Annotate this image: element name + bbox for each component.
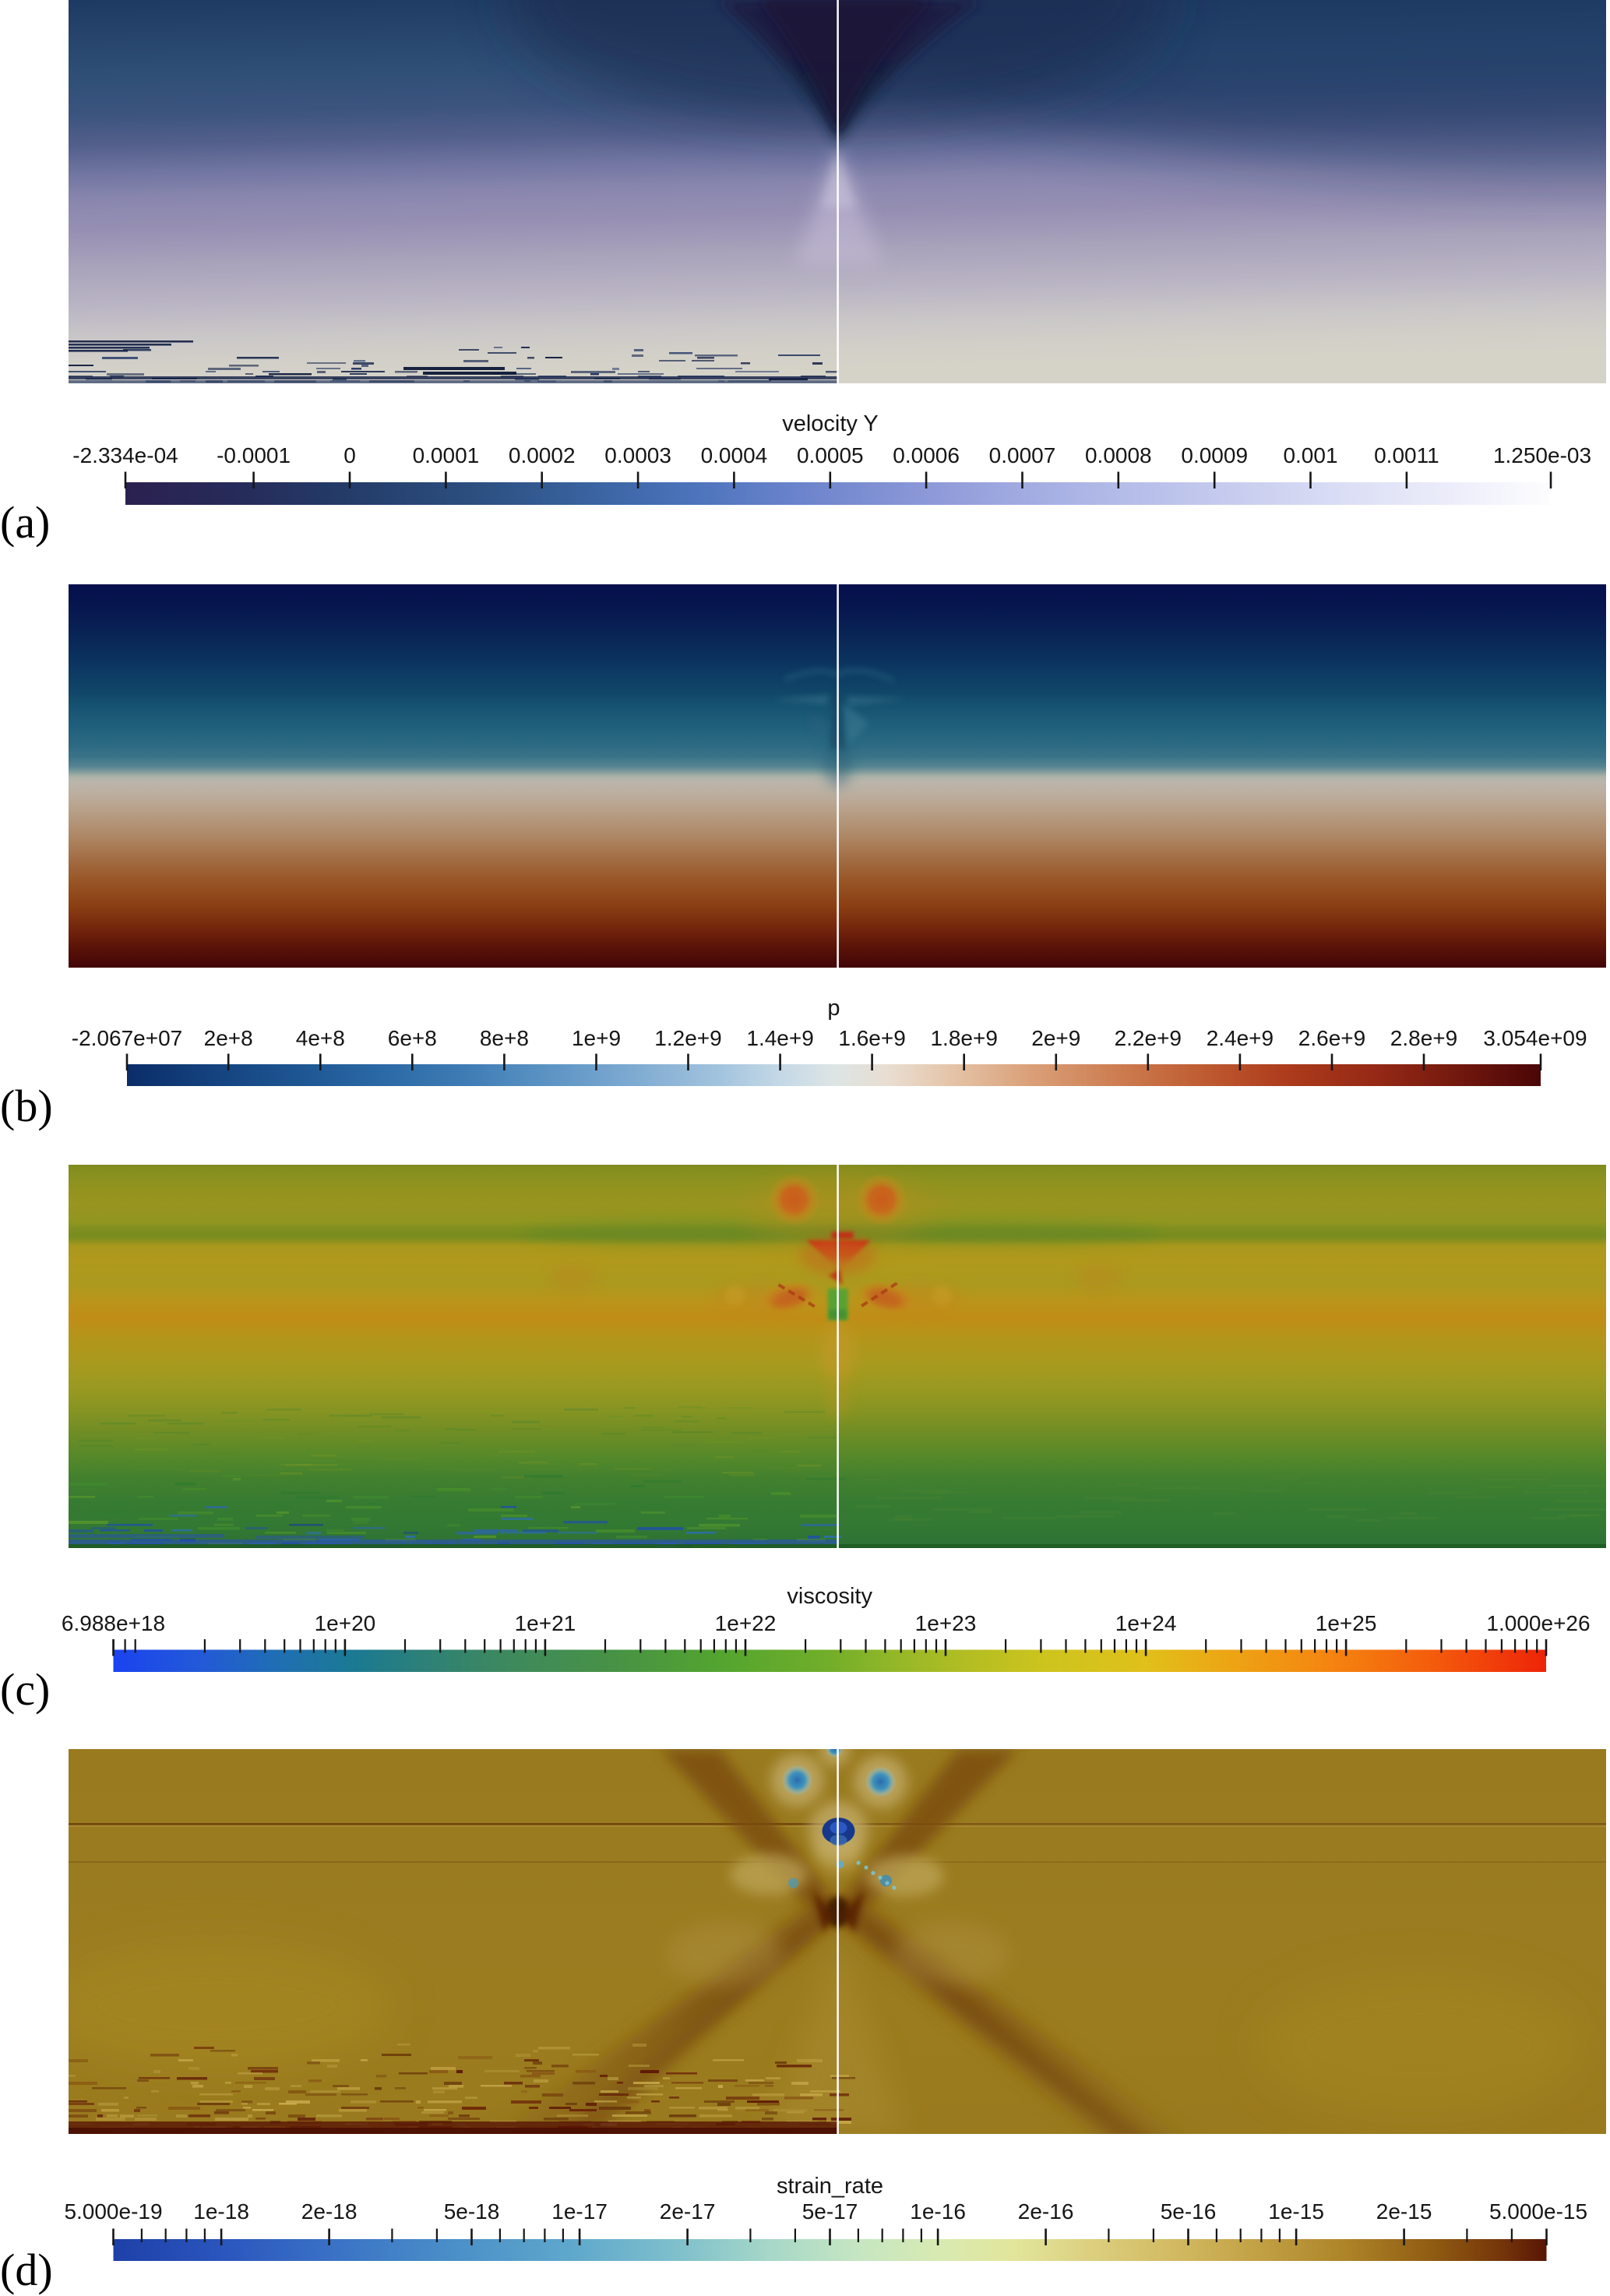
svg-text:viscosity: viscosity <box>787 1584 872 1609</box>
svg-text:2.4e+9: 2.4e+9 <box>1207 1026 1274 1050</box>
svg-text:2.8e+9: 2.8e+9 <box>1390 1026 1457 1050</box>
svg-text:1e+24: 1e+24 <box>1115 1611 1177 1635</box>
svg-text:1e-18: 1e-18 <box>193 2199 249 2224</box>
svg-text:0.0011: 0.0011 <box>1374 443 1439 467</box>
svg-text:5.000e-15: 5.000e-15 <box>1489 2199 1587 2224</box>
svg-text:1e+21: 1e+21 <box>515 1611 576 1635</box>
svg-text:strain_rate: strain_rate <box>777 2174 883 2199</box>
svg-text:5e-18: 5e-18 <box>444 2199 500 2224</box>
svg-text:5e-16: 5e-16 <box>1161 2199 1217 2224</box>
svg-text:8e+8: 8e+8 <box>480 1026 529 1050</box>
svg-text:1e+25: 1e+25 <box>1316 1611 1377 1635</box>
svg-text:(d): (d) <box>0 2245 53 2295</box>
svg-text:1e+22: 1e+22 <box>715 1611 777 1635</box>
svg-text:1e-16: 1e-16 <box>910 2199 966 2224</box>
svg-text:1.250e-03: 1.250e-03 <box>1493 443 1591 467</box>
svg-text:1.8e+9: 1.8e+9 <box>930 1026 997 1050</box>
svg-text:1e-17: 1e-17 <box>551 2199 608 2224</box>
svg-text:1.000e+26: 1.000e+26 <box>1486 1611 1590 1635</box>
svg-text:0.0003: 0.0003 <box>604 443 671 467</box>
svg-text:2.2e+9: 2.2e+9 <box>1115 1026 1182 1050</box>
svg-text:2e+8: 2e+8 <box>204 1026 253 1050</box>
svg-text:6e+8: 6e+8 <box>388 1026 437 1050</box>
svg-text:2e-18: 2e-18 <box>301 2199 358 2224</box>
svg-text:1e-15: 1e-15 <box>1268 2199 1324 2224</box>
svg-text:5e-17: 5e-17 <box>802 2199 858 2224</box>
svg-text:(b): (b) <box>0 1081 53 1131</box>
svg-text:p: p <box>827 996 840 1021</box>
svg-text:0.0002: 0.0002 <box>509 443 576 467</box>
svg-text:(a): (a) <box>0 497 50 548</box>
svg-text:0.0006: 0.0006 <box>893 443 960 467</box>
svg-text:1.6e+9: 1.6e+9 <box>838 1026 905 1050</box>
svg-text:6.988e+18: 6.988e+18 <box>62 1611 165 1635</box>
svg-text:0.0005: 0.0005 <box>797 443 864 467</box>
svg-text:2e-17: 2e-17 <box>660 2199 716 2224</box>
svg-text:4e+8: 4e+8 <box>296 1026 345 1050</box>
svg-text:0.0001: 0.0001 <box>413 443 480 467</box>
svg-text:1.4e+9: 1.4e+9 <box>746 1026 813 1050</box>
svg-text:-2.067e+07: -2.067e+07 <box>72 1026 182 1050</box>
svg-text:(c): (c) <box>0 1664 50 1715</box>
svg-text:0.001: 0.001 <box>1283 443 1337 467</box>
svg-text:-0.0001: -0.0001 <box>217 443 291 467</box>
svg-text:1.2e+9: 1.2e+9 <box>654 1026 721 1050</box>
svg-text:2e-15: 2e-15 <box>1376 2199 1432 2224</box>
svg-text:0.0007: 0.0007 <box>989 443 1056 467</box>
svg-text:0.0008: 0.0008 <box>1085 443 1152 467</box>
svg-text:1e+23: 1e+23 <box>915 1611 977 1635</box>
svg-text:1e+9: 1e+9 <box>572 1026 621 1050</box>
svg-text:2e-16: 2e-16 <box>1018 2199 1074 2224</box>
svg-text:2.6e+9: 2.6e+9 <box>1298 1026 1365 1050</box>
svg-text:0.0004: 0.0004 <box>701 443 768 467</box>
svg-text:0: 0 <box>343 443 356 467</box>
svg-text:2e+9: 2e+9 <box>1031 1026 1080 1050</box>
svg-text:velocity Y: velocity Y <box>782 411 879 436</box>
svg-text:-2.334e-04: -2.334e-04 <box>72 443 178 467</box>
svg-text:0.0009: 0.0009 <box>1181 443 1248 467</box>
svg-text:5.000e-19: 5.000e-19 <box>64 2199 162 2224</box>
svg-text:3.054e+09: 3.054e+09 <box>1483 1026 1587 1050</box>
svg-text:1e+20: 1e+20 <box>315 1611 376 1635</box>
